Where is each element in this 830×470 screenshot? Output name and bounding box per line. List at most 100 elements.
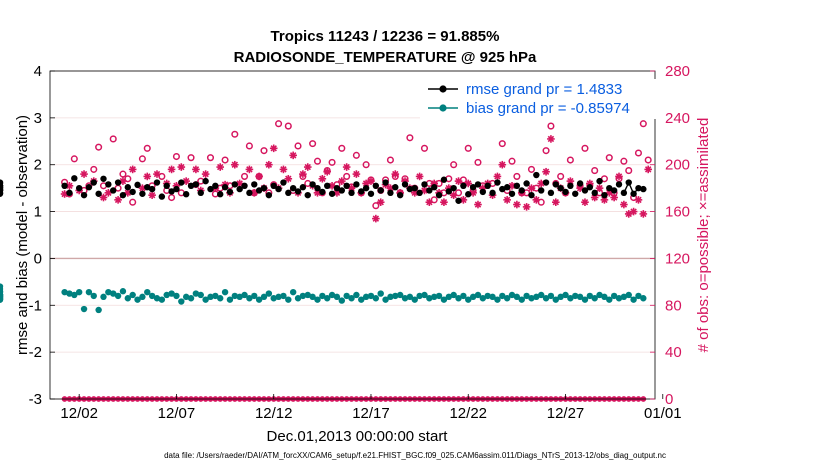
rmse-point	[100, 175, 107, 182]
bias-point	[260, 293, 268, 301]
rmse-point	[465, 191, 472, 198]
bias-point	[192, 290, 200, 297]
rmse-point	[80, 191, 88, 199]
bias-point	[348, 295, 355, 302]
chart-title: Tropics 11243 / 12236 = 91.885%	[271, 28, 500, 45]
bias-point	[518, 296, 525, 303]
rmse-point	[241, 182, 248, 189]
obs-assimilated-point	[547, 135, 555, 143]
rmse-point	[411, 184, 418, 192]
obs-assimilated-point	[352, 170, 361, 178]
left-y-tick-label: 2	[34, 157, 42, 174]
bias-point	[158, 296, 166, 303]
rmse-point	[572, 190, 579, 197]
obs-assimilated-point	[644, 165, 652, 174]
bias-point	[392, 292, 399, 300]
bias-point	[586, 292, 594, 300]
rmse-point	[129, 188, 136, 196]
bias-point	[358, 296, 365, 303]
obs-assimilated-point	[318, 174, 327, 183]
bias-point	[542, 295, 550, 302]
obs-possible-point	[172, 152, 180, 161]
obs-possible-point	[591, 167, 599, 175]
bias-point	[105, 288, 112, 296]
bias-point	[479, 295, 487, 302]
obs-assimilated-point	[629, 207, 638, 216]
obs-assimilated-point	[576, 184, 584, 192]
obs-possible-point	[221, 156, 229, 164]
bias-point	[173, 292, 180, 300]
rmse-point	[158, 193, 166, 200]
obs-possible-point	[386, 156, 394, 164]
bias-point	[134, 296, 141, 303]
bias-point	[591, 295, 598, 302]
rmse-point	[90, 179, 97, 186]
bias-point	[596, 291, 603, 299]
bias-point	[182, 293, 190, 301]
obs-possible-point	[309, 140, 317, 148]
bias-point	[567, 295, 574, 302]
left-y-axis-ticks: -3 -2 -1 0 1 2 3 4	[29, 63, 55, 408]
rmse-point	[202, 177, 209, 185]
rmse-point	[455, 197, 462, 204]
rmse-point	[440, 176, 448, 183]
obs-possible-point	[450, 161, 458, 169]
bias-point	[435, 292, 443, 300]
x-tick-label: 12/22	[449, 405, 487, 422]
bias-line-segment	[623, 294, 644, 301]
right-y-tick-label: 80	[665, 297, 682, 314]
obs-possible-point	[566, 156, 574, 164]
bias-point	[148, 292, 156, 300]
bias-point	[557, 293, 564, 301]
bias-point	[95, 306, 102, 314]
obs-assimilated-point	[372, 214, 380, 223]
bias-point	[503, 295, 511, 302]
right-y-tick-label: 200	[665, 157, 690, 174]
rmse-point	[586, 184, 594, 191]
obs-assimilated-point	[303, 163, 312, 171]
bias-point	[119, 288, 127, 295]
bias-point	[289, 288, 297, 296]
obs-possible-point	[168, 193, 176, 202]
obs-possible-point	[109, 135, 117, 143]
bias-point	[231, 292, 239, 300]
bias-point	[61, 288, 68, 296]
obs-assimilated-point	[80, 170, 88, 178]
bias-point	[610, 292, 618, 300]
rmse-point	[236, 185, 243, 193]
rmse-line-segment	[623, 180, 644, 196]
bias-point	[114, 292, 122, 300]
left-y-tick-label: -2	[29, 344, 42, 361]
obs-possible-point	[605, 154, 613, 162]
legend-rmse-label: rmse grand pr = 1.4833	[466, 81, 622, 98]
bias-point	[0, 296, 4, 303]
bias-point	[615, 295, 623, 302]
left-y-tick-label: -3	[29, 391, 42, 408]
obs-assimilated-point	[440, 198, 448, 206]
bias-point	[601, 293, 608, 301]
obs-assimilated-point	[551, 198, 560, 206]
rmse-point	[280, 179, 287, 186]
bias-point	[328, 291, 336, 299]
obs-assimilated-point	[342, 163, 351, 171]
bias-point	[469, 293, 477, 301]
rmse-point	[251, 181, 258, 188]
obs-possible-point	[634, 149, 643, 157]
bias-point	[100, 293, 107, 301]
rmse-point	[314, 184, 321, 192]
bias-point	[431, 293, 438, 301]
rmse-point	[285, 189, 292, 197]
bias-point	[372, 295, 380, 302]
obs-assimilated-point	[65, 182, 74, 190]
obs-assimilated-point	[532, 196, 541, 204]
rmse-point	[479, 188, 487, 196]
rmse-point	[513, 182, 521, 189]
rmse-point	[401, 181, 409, 188]
bias-point	[406, 293, 414, 301]
obs-assimilated-point	[231, 160, 239, 169]
obs-assimilated-point	[600, 196, 609, 204]
rmse-point	[576, 180, 584, 187]
obs-assimilated-point	[245, 165, 254, 174]
rmse-point	[484, 182, 491, 189]
obs-possible-point	[557, 172, 565, 180]
